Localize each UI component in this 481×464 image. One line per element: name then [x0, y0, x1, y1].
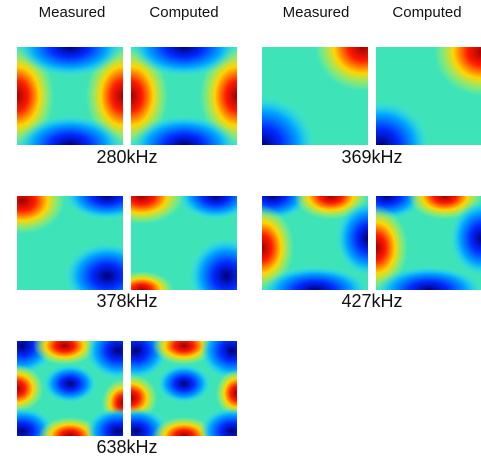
frequency-label: 378kHz: [96, 291, 157, 311]
column-header: Computed: [149, 4, 218, 21]
mode-shape-panel: [0, 168, 150, 309]
frequency-label: 427kHz: [341, 291, 402, 311]
column-header: Measured: [39, 4, 106, 21]
frequency-label: 638kHz: [96, 437, 157, 457]
mode-shape-panel: [0, 317, 150, 455]
column-header: Measured: [283, 4, 350, 21]
mode-shape-panel: [105, 322, 264, 455]
column-header: Computed: [392, 4, 461, 21]
frequency-label: 369kHz: [341, 147, 402, 167]
figure: Measured Computed Measured Computed 280k…: [0, 0, 481, 464]
frequency-label: 280kHz: [96, 147, 157, 167]
